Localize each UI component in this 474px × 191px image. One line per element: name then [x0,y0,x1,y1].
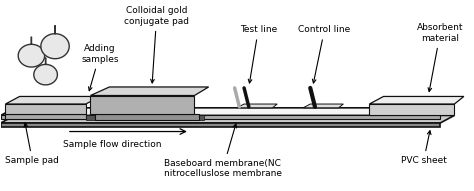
Text: Sample pad: Sample pad [5,123,59,165]
Polygon shape [303,104,343,108]
Polygon shape [91,96,194,114]
Polygon shape [41,25,69,59]
Polygon shape [369,104,455,115]
Polygon shape [34,57,57,85]
Polygon shape [5,104,86,114]
Polygon shape [91,87,209,96]
Polygon shape [0,115,440,119]
Polygon shape [0,115,455,123]
Text: Absorbent
material: Absorbent material [417,23,464,91]
Text: Sample flow direction: Sample flow direction [63,140,161,149]
Polygon shape [5,114,86,119]
Text: Control line: Control line [298,25,351,83]
Polygon shape [5,96,100,104]
Text: PVC sheet: PVC sheet [401,131,447,165]
Polygon shape [86,115,204,120]
Polygon shape [95,114,199,120]
Polygon shape [369,96,464,104]
Polygon shape [0,123,440,127]
Text: Colloidal gold
conjugate pad: Colloidal gold conjugate pad [124,6,189,83]
Polygon shape [0,108,455,115]
Polygon shape [18,37,45,67]
Text: Adding
samples: Adding samples [81,44,118,91]
Text: Baseboard membrane(NC
nitrocelluslose membrane: Baseboard membrane(NC nitrocelluslose me… [164,124,282,178]
Polygon shape [237,104,277,108]
Text: Test line: Test line [240,25,277,83]
